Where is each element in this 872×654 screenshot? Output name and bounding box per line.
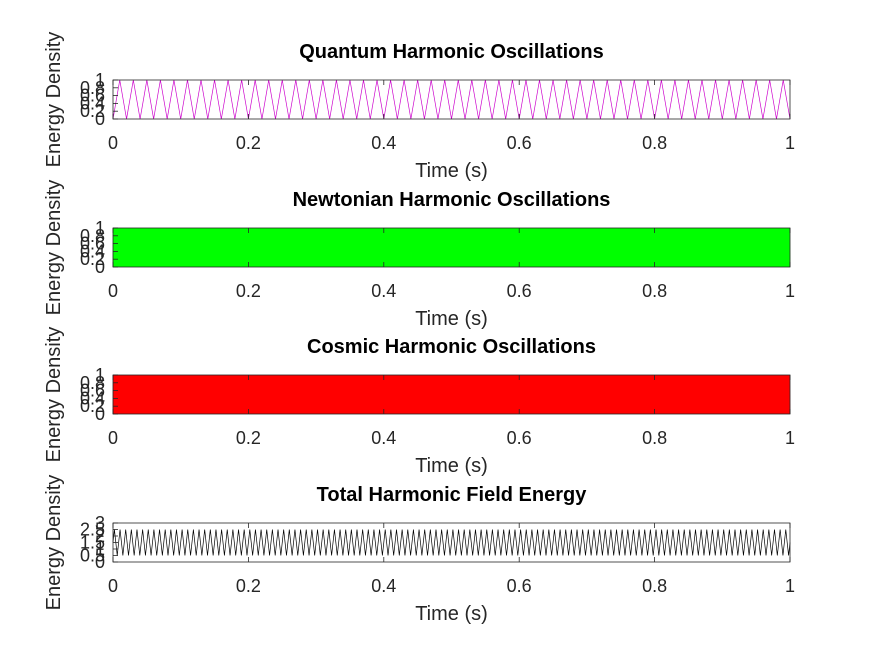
x-tick-label: 0: [108, 576, 118, 596]
y-tick-label: 1: [95, 539, 105, 559]
x-tick-label: 0.6: [507, 428, 532, 448]
axes-box: [112, 79, 791, 120]
x-tick-label: 0.8: [642, 133, 667, 153]
series-line: [112, 374, 791, 415]
x-tick-label: 0: [108, 133, 118, 153]
plot-area: [113, 80, 790, 119]
y-tick-label: 0.8: [80, 78, 105, 98]
x-tick-label: 1: [785, 576, 795, 596]
y-tick-label: 0: [95, 257, 105, 277]
x-tick-label: 0.4: [371, 133, 396, 153]
x-tick-label: 0: [108, 428, 118, 448]
y-tick-label: 0.8: [80, 226, 105, 246]
x-tick-label: 0.2: [236, 428, 261, 448]
y-tick-label: 0.2: [80, 396, 105, 416]
y-tick-label: 1: [95, 365, 105, 385]
y-tick-label: 0.6: [80, 86, 105, 106]
y-tick-label: 1.5: [80, 533, 105, 553]
x-tick-label: 1: [785, 428, 795, 448]
y-tick-label: 2.5: [80, 520, 105, 540]
x-tick-label: 0.6: [507, 133, 532, 153]
x-tick-label: 0.2: [236, 576, 261, 596]
x-tick-label: 0.2: [236, 281, 261, 301]
y-tick-label: 0.2: [80, 249, 105, 269]
y-tick-label: 0.5: [80, 546, 105, 566]
x-tick-label: 0.4: [371, 281, 396, 301]
y-tick-label: 1: [95, 70, 105, 90]
x-tick-label: 1: [785, 133, 795, 153]
x-tick-label: 0.8: [642, 576, 667, 596]
series-line: [112, 227, 791, 268]
y-tick-label: 0.8: [80, 373, 105, 393]
y-tick-label: 0: [95, 404, 105, 424]
x-axis-label: Time (s): [415, 160, 488, 182]
x-tick-label: 0.2: [236, 133, 261, 153]
y-tick-label: 0: [95, 109, 105, 129]
y-tick-label: 0: [95, 552, 105, 572]
y-axis-label: Energy Density: [43, 475, 65, 611]
y-tick-label: 0.6: [80, 381, 105, 401]
y-tick-label: 1: [95, 218, 105, 238]
x-tick-label: 0.4: [371, 428, 396, 448]
x-tick-label: 0.4: [371, 576, 396, 596]
y-tick-label: 0.4: [80, 388, 105, 408]
y-axis-label: Energy Density: [43, 32, 65, 168]
x-tick-label: 0.6: [507, 576, 532, 596]
y-tick-label: 0.4: [80, 93, 105, 113]
x-axis-label: Time (s): [415, 308, 488, 330]
y-tick-label: 0.2: [80, 101, 105, 121]
y-axis-label: Energy Density: [43, 180, 65, 316]
x-axis-label: Time (s): [415, 455, 488, 477]
x-tick-label: 0.8: [642, 281, 667, 301]
chart-title: Newtonian Harmonic Oscillations: [293, 189, 611, 211]
chart-title: Total Harmonic Field Energy: [317, 484, 588, 506]
y-tick-label: 0.4: [80, 241, 105, 261]
y-tick-label: 2: [95, 526, 105, 546]
series-line: [112, 529, 791, 556]
x-tick-label: 0.6: [507, 281, 532, 301]
chart-title: Cosmic Harmonic Oscillations: [307, 336, 596, 358]
chart-title: Quantum Harmonic Oscillations: [299, 41, 604, 63]
x-axis-label: Time (s): [415, 603, 488, 625]
x-tick-label: 1: [785, 281, 795, 301]
x-tick-label: 0: [108, 281, 118, 301]
x-tick-label: 0.8: [642, 428, 667, 448]
y-axis-label: Energy Density: [43, 327, 65, 463]
y-tick-label: 0.6: [80, 234, 105, 254]
y-tick-label: 3: [95, 513, 105, 533]
axes-box: [112, 374, 791, 415]
axes-box: [112, 227, 791, 268]
